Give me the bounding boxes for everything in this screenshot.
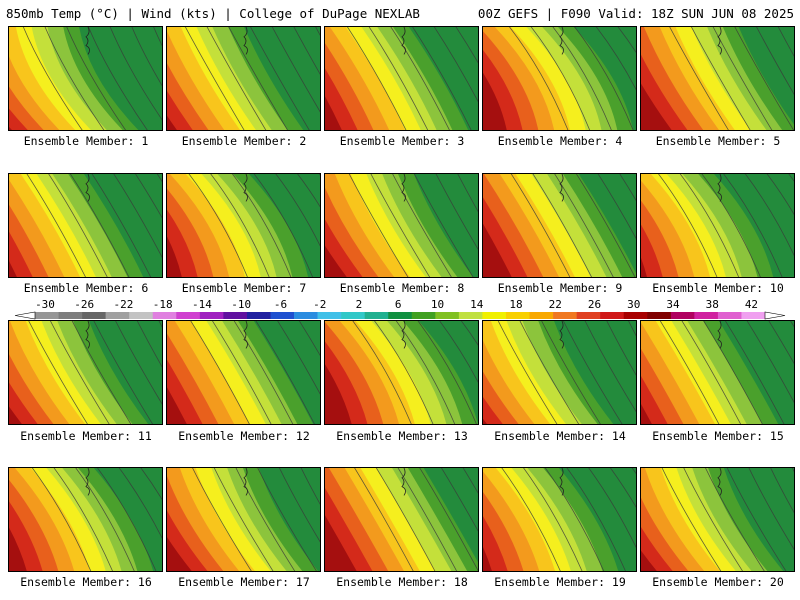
colorbar-tick-label: 22 bbox=[549, 298, 562, 311]
colorbar-swatch bbox=[58, 312, 83, 319]
colorbar-swatch bbox=[435, 312, 460, 319]
colorbar-swatch bbox=[411, 312, 436, 319]
colorbar-tick-label: -30 bbox=[35, 298, 55, 311]
member-caption: Ensemble Member: 11 bbox=[20, 429, 152, 443]
member-caption: Ensemble Member: 1 bbox=[23, 134, 149, 148]
colorbar-swatch bbox=[35, 312, 59, 319]
colorbar-tick-label: -14 bbox=[192, 298, 212, 311]
ensemble-map-panel bbox=[324, 173, 479, 278]
colorbar-swatch bbox=[317, 312, 342, 319]
colorbar-swatch bbox=[341, 312, 365, 319]
ensemble-map-panel bbox=[482, 26, 637, 131]
ensemble-map-panel bbox=[640, 320, 795, 425]
colorbar-swatch bbox=[482, 312, 507, 319]
member-caption: Ensemble Member: 5 bbox=[655, 134, 781, 148]
member-caption: Ensemble Member: 4 bbox=[497, 134, 623, 148]
colorbar-swatch bbox=[223, 312, 248, 319]
member-caption: Ensemble Member: 16 bbox=[20, 575, 152, 589]
ensemble-map-panel bbox=[482, 467, 637, 572]
ensemble-map-panel bbox=[8, 320, 163, 425]
member-caption: Ensemble Member: 9 bbox=[497, 281, 623, 295]
ensemble-map-panel bbox=[324, 467, 479, 572]
member-caption: Ensemble Member: 17 bbox=[178, 575, 310, 589]
header-run-info: 00Z GEFS | F090 Valid: 18Z SUN JUN 08 20… bbox=[477, 6, 794, 21]
member-caption: Ensemble Member: 15 bbox=[652, 429, 784, 443]
colorbar-swatch bbox=[694, 312, 719, 319]
member-caption: Ensemble Member: 8 bbox=[339, 281, 465, 295]
ensemble-map-panel bbox=[640, 173, 795, 278]
colorbar-swatch bbox=[458, 312, 483, 319]
member-caption: Ensemble Member: 3 bbox=[339, 134, 465, 148]
ensemble-map-panel bbox=[324, 320, 479, 425]
colorbar-tick-label: 34 bbox=[666, 298, 680, 311]
ensemble-map-panel bbox=[8, 467, 163, 572]
colorbar-swatch bbox=[529, 312, 554, 319]
ensemble-map-panel bbox=[166, 26, 321, 131]
member-caption: Ensemble Member: 18 bbox=[336, 575, 468, 589]
colorbar-tick-label: -10 bbox=[231, 298, 251, 311]
ensemble-map-panel bbox=[8, 26, 163, 131]
member-caption: Ensemble Member: 10 bbox=[652, 281, 784, 295]
ensemble-map-panel bbox=[324, 26, 479, 131]
member-caption: Ensemble Member: 19 bbox=[494, 575, 626, 589]
colorbar-tick-label: 30 bbox=[627, 298, 640, 311]
member-caption: Ensemble Member: 7 bbox=[181, 281, 307, 295]
header-title: 850mb Temp (°C) | Wind (kts) | College o… bbox=[6, 6, 420, 21]
ensemble-map-panel bbox=[166, 467, 321, 572]
member-caption: Ensemble Member: 13 bbox=[336, 429, 468, 443]
colorbar-swatch bbox=[364, 312, 389, 319]
colorbar-swatch bbox=[129, 312, 154, 319]
colorbar-swatch bbox=[199, 312, 224, 319]
colorbar-tick-label: -2 bbox=[313, 298, 326, 311]
colorbar-swatch bbox=[294, 312, 318, 319]
colorbar-tick-label: -6 bbox=[274, 298, 287, 311]
member-caption: Ensemble Member: 20 bbox=[652, 575, 784, 589]
colorbar-swatch bbox=[105, 312, 130, 319]
colorbar-swatch bbox=[576, 312, 601, 319]
member-caption: Ensemble Member: 12 bbox=[178, 429, 310, 443]
colorbar-arrow-right bbox=[764, 311, 786, 320]
colorbar-tick-label: 42 bbox=[745, 298, 758, 311]
member-caption: Ensemble Member: 6 bbox=[23, 281, 149, 295]
colorbar-tick-label: 38 bbox=[706, 298, 719, 311]
colorbar-swatch bbox=[152, 312, 177, 319]
colorbar-swatch bbox=[553, 312, 577, 319]
colorbar-swatch bbox=[505, 312, 530, 319]
colorbar-tick-label: 2 bbox=[356, 298, 363, 311]
colorbar-tick-label: 26 bbox=[588, 298, 601, 311]
colorbar-tick-label: -22 bbox=[114, 298, 134, 311]
colorbar-swatch bbox=[670, 312, 695, 319]
colorbar-tick-label: 6 bbox=[395, 298, 402, 311]
ensemble-map-panel bbox=[482, 173, 637, 278]
colorbar-swatch bbox=[388, 312, 413, 319]
colorbar-arrow-left bbox=[14, 311, 36, 320]
colorbar-tick-label: -18 bbox=[153, 298, 173, 311]
colorbar-swatch bbox=[82, 312, 106, 319]
colorbar-swatch bbox=[717, 312, 742, 319]
ensemble-map-panel bbox=[166, 173, 321, 278]
colorbar-swatch bbox=[647, 312, 672, 319]
colorbar-swatch bbox=[246, 312, 271, 319]
colorbar: -30 -26 -22 -18 -14 -10 -6 -2 2 6 10 14 18 22 26 30 34 38… bbox=[14, 298, 786, 320]
member-caption: Ensemble Member: 2 bbox=[181, 134, 307, 148]
ensemble-map-panel bbox=[640, 467, 795, 572]
colorbar-tick-label: -26 bbox=[74, 298, 94, 311]
colorbar-swatch bbox=[623, 312, 648, 319]
ensemble-map-panel bbox=[8, 173, 163, 278]
colorbar-swatch bbox=[600, 312, 625, 319]
ensemble-map-panel bbox=[640, 26, 795, 131]
colorbar-tick-label: 14 bbox=[470, 298, 484, 311]
colorbar-swatch bbox=[270, 312, 295, 319]
colorbar-tick-label: 10 bbox=[431, 298, 444, 311]
ensemble-map-panel bbox=[482, 320, 637, 425]
colorbar-swatch bbox=[741, 312, 766, 319]
ensemble-map-panel bbox=[166, 320, 321, 425]
colorbar-swatch bbox=[176, 312, 201, 319]
member-caption: Ensemble Member: 14 bbox=[494, 429, 626, 443]
colorbar-tick-label: 18 bbox=[509, 298, 522, 311]
